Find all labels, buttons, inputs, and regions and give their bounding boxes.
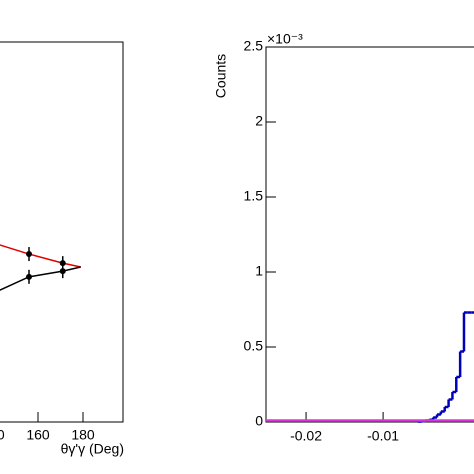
- x-axis-label: θγ'γ (Deg): [61, 441, 124, 457]
- x-tick-label: -0.02: [290, 428, 322, 444]
- point: [59, 260, 66, 267]
- y-tick-label: 1: [255, 263, 263, 279]
- point: [26, 273, 32, 280]
- curve: [0, 244, 81, 268]
- y-axis-label: Counts: [213, 54, 229, 98]
- y-tick-label: 1.5: [244, 188, 264, 204]
- point: [59, 268, 66, 275]
- x-tick-label: 140: [0, 427, 5, 443]
- y-tick-label: 2.5: [244, 38, 264, 54]
- curve: [0, 266, 81, 291]
- y-tick-label: 2: [255, 113, 263, 129]
- frame: [0, 41, 124, 423]
- x-tick-label: 180: [71, 427, 95, 443]
- frame: [265, 46, 474, 423]
- x-tick-label: 160: [26, 427, 50, 443]
- y-exponent: ×10⁻³: [267, 31, 303, 47]
- y-tick-label: 0.5: [244, 338, 264, 354]
- x-tick-label: -0.01: [367, 428, 399, 444]
- point: [26, 251, 32, 258]
- y-tick-label: 0: [255, 413, 263, 429]
